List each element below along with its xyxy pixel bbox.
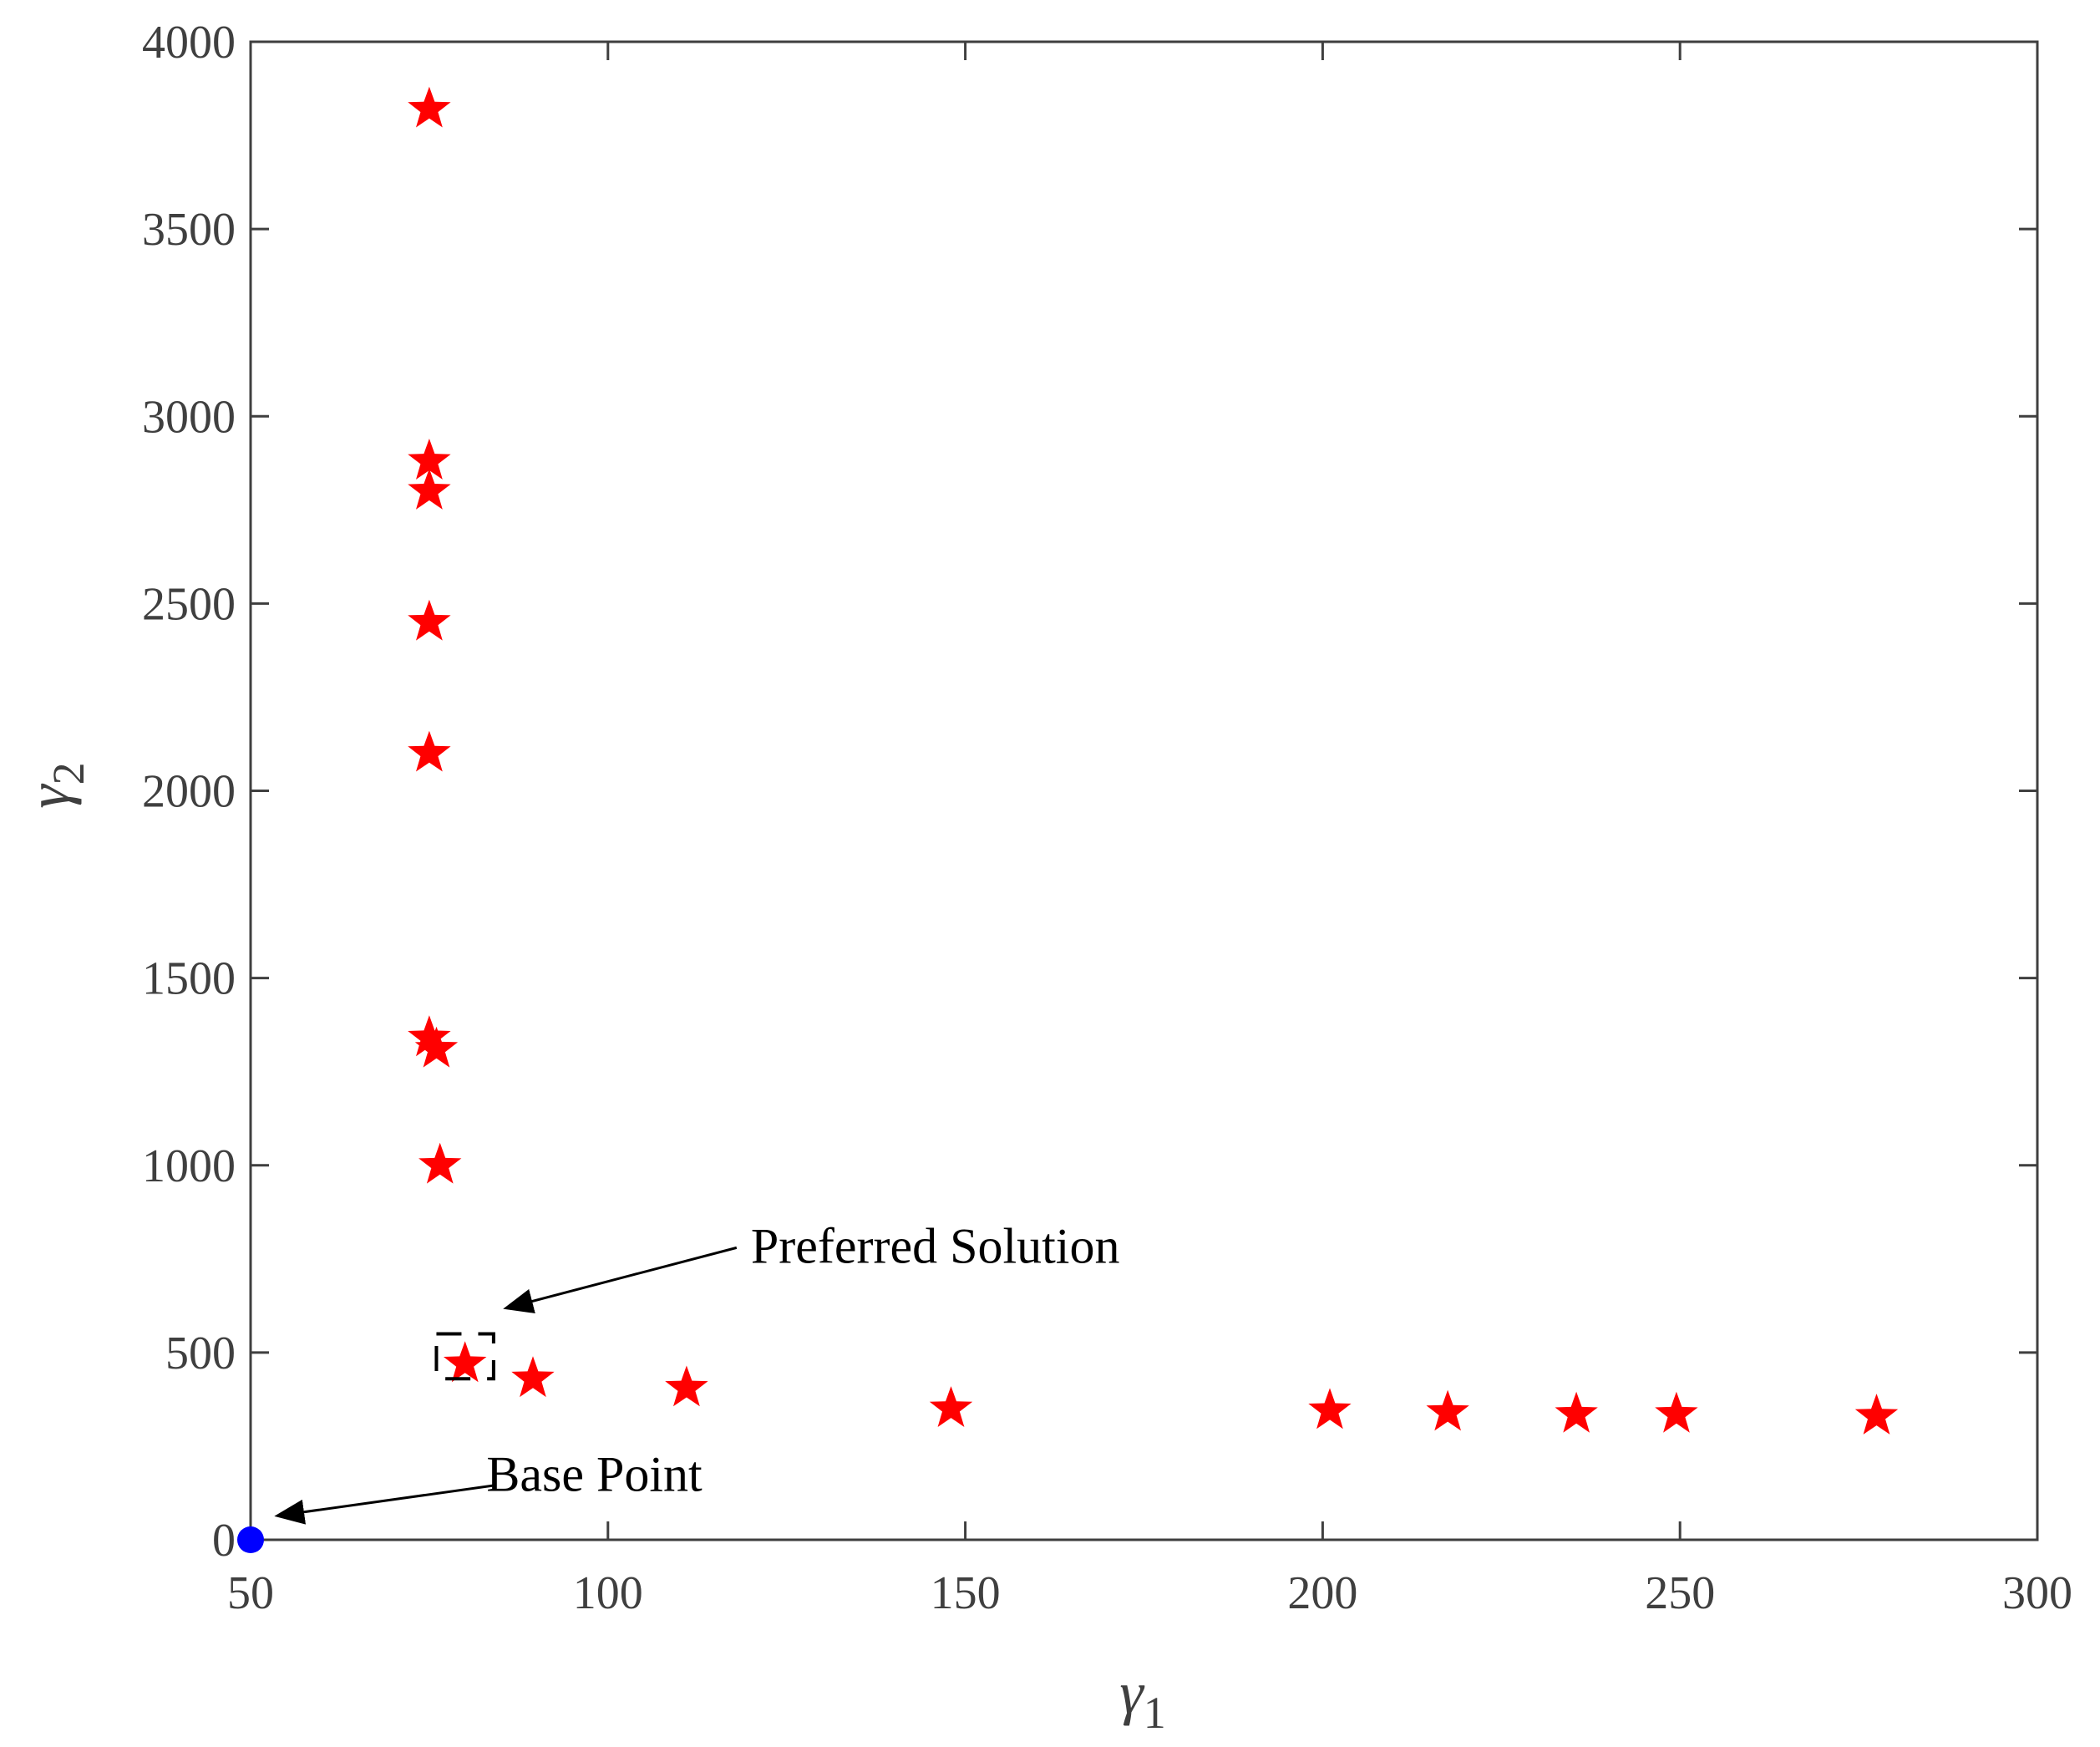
star-point xyxy=(408,439,451,480)
x-tick-label: 100 xyxy=(573,1567,643,1619)
star-point xyxy=(414,1026,459,1068)
star-point xyxy=(1854,1394,1899,1435)
y-tick-label: 2500 xyxy=(142,578,236,630)
star-point xyxy=(511,1356,555,1398)
annotation-label: Base Point xyxy=(486,1447,703,1502)
y-tick-label: 3500 xyxy=(142,204,236,256)
y-axis-label: γ2 xyxy=(15,762,94,808)
data-points xyxy=(237,86,1899,1553)
x-tick-label: 300 xyxy=(2002,1567,2072,1619)
annotation-arrow xyxy=(503,1246,738,1313)
base-point-marker xyxy=(237,1526,264,1553)
preferred-solution-box xyxy=(434,1332,495,1381)
star-point xyxy=(1308,1388,1352,1430)
x-tick-label: 200 xyxy=(1287,1567,1357,1619)
plot-frame xyxy=(249,40,2039,1541)
x-axis-label-main: γ xyxy=(1119,1659,1144,1726)
star-point xyxy=(1426,1389,1469,1431)
axes: 50 100 150 200 250 30005001000150020002500300… xyxy=(142,17,2072,1619)
x-tick-label: 250 xyxy=(1645,1567,1715,1619)
y-tick-label: 500 xyxy=(165,1328,236,1379)
y-tick-label: 2000 xyxy=(142,766,236,818)
x-axis-label-sub: 1 xyxy=(1144,1688,1166,1738)
annotation-arrow xyxy=(274,1484,495,1525)
star-point xyxy=(418,1142,462,1184)
x-tick-label: 50 xyxy=(227,1567,274,1619)
star-point xyxy=(1555,1391,1598,1433)
annotation-label: Preferred Solution xyxy=(751,1218,1120,1273)
y-tick-label: 1000 xyxy=(142,1140,236,1192)
star-point xyxy=(408,86,451,128)
star-point xyxy=(929,1386,973,1427)
x-tick-label: 150 xyxy=(931,1567,1001,1619)
star-point xyxy=(408,468,451,510)
y-axis-label-main: γ xyxy=(15,784,82,809)
y-axis-label-sub: 2 xyxy=(43,762,94,785)
x-axis-label: γ1 xyxy=(1119,1659,1165,1738)
star-point xyxy=(408,599,451,641)
star-point xyxy=(408,1015,451,1057)
star-point xyxy=(444,1341,487,1383)
star-point xyxy=(1655,1391,1698,1433)
y-tick-label: 4000 xyxy=(142,17,236,69)
y-tick-label: 3000 xyxy=(142,391,236,443)
star-point xyxy=(408,730,451,772)
y-tick-label: 0 xyxy=(212,1515,236,1567)
star-point xyxy=(665,1365,708,1407)
y-tick-label: 1500 xyxy=(142,953,236,1005)
annotations: Preferred Solution Base Point xyxy=(274,1218,1120,1525)
